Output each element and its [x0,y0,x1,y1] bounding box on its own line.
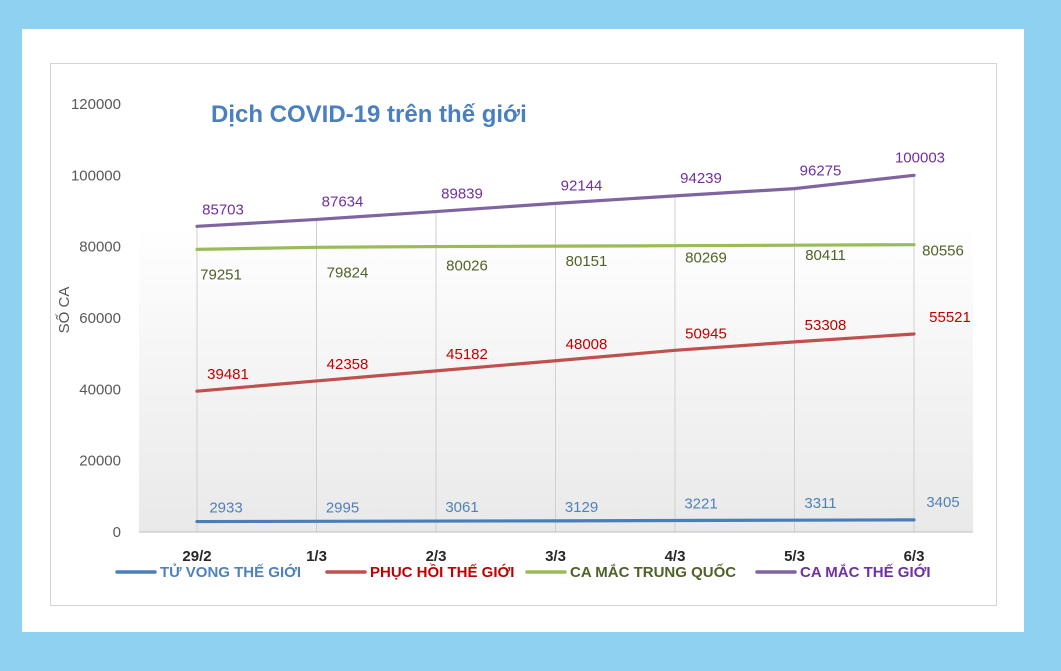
data-label: 3405 [926,494,959,511]
data-label: 80026 [446,258,488,275]
data-label: 85703 [202,201,244,218]
data-label: 87634 [322,193,364,210]
data-label: 2933 [209,500,242,517]
data-label: 45182 [446,346,488,363]
data-label: 96275 [800,163,842,180]
data-label: 100003 [895,149,945,166]
y-tick-label: 120000 [71,96,121,113]
series-line [195,173,916,228]
series-line [195,332,916,393]
data-label: 80411 [805,247,846,264]
data-label: 3061 [445,499,478,516]
chart-title: Dịch COVID-19 trên thế giới [211,101,527,128]
data-label: 3311 [804,495,836,512]
x-tick-label: 2/3 [426,548,447,565]
data-label: 80269 [685,250,727,267]
data-label: 55521 [929,309,971,326]
data-label: 92144 [561,177,603,194]
legend-entry: PHỤC HỒI THẾ GIỚI [370,563,514,581]
data-label: 2995 [326,499,359,516]
y-axis-label: SỐ CA [55,287,73,334]
y-tick-label: 60000 [79,310,121,327]
x-tick-label: 1/3 [306,548,327,565]
data-label: 94239 [680,170,722,187]
series-line [195,243,916,251]
x-tick-label: 6/3 [904,548,925,565]
data-label: 39481 [207,366,249,383]
chart-area: Dịch COVID-19 trên thế giới 0 20000 40000 60… [50,63,997,606]
data-label: 80151 [566,253,608,270]
data-label: 42358 [327,356,369,373]
series-line [195,518,916,524]
data-label: 79824 [327,264,369,281]
y-tick-label: 80000 [79,239,121,256]
data-label: 3129 [565,499,598,516]
data-label: 80556 [922,243,964,260]
x-tick-label: 29/2 [182,548,211,565]
x-tick-label: 5/3 [784,548,805,565]
line-chart: Dịch COVID-19 trên thế giới 0 20000 40000 60… [55,96,973,581]
legend-entry: CA MẮC TRUNG QUỐC [570,563,736,581]
y-tick-label: 0 [113,524,121,541]
data-label: 50945 [685,325,727,342]
chart-frame: Dịch COVID-19 trên thế giới 0 20000 40000 60… [22,29,1024,632]
y-tick-label: 100000 [71,167,121,184]
data-label: 48008 [566,336,608,353]
data-label: 53308 [805,317,847,334]
legend-entry: CA MẮC THẾ GIỚI [800,563,931,581]
y-tick-label: 20000 [79,453,121,470]
data-label: 89839 [441,186,483,203]
x-tick-label: 4/3 [665,548,686,565]
data-label: 79251 [200,266,242,283]
x-tick-label: 3/3 [545,548,566,565]
legend-entry: TỬ VONG THẾ GIỚI [160,563,301,581]
y-tick-label: 40000 [79,381,121,398]
data-label: 3221 [684,496,717,513]
